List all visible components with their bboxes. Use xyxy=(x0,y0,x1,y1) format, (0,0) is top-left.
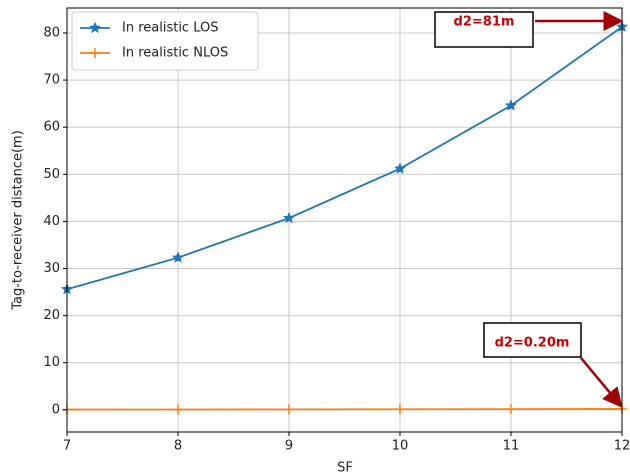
marker xyxy=(393,162,407,174)
y-tick-label: 0 xyxy=(52,402,60,417)
marker xyxy=(506,404,516,415)
y-tick-label: 30 xyxy=(43,261,60,276)
y-axis-label: Tag-to-receiver distance(m) xyxy=(11,130,26,311)
y-tick-label: 60 xyxy=(43,120,60,135)
annotation-text: d2=81m xyxy=(454,15,515,30)
x-tick-label: 10 xyxy=(392,439,409,454)
marker xyxy=(171,251,185,263)
x-tick-label: 11 xyxy=(503,439,520,454)
y-tick-label: 10 xyxy=(43,355,60,370)
marker xyxy=(284,404,294,415)
x-tick-label: 8 xyxy=(174,439,182,454)
y-tick-label: 40 xyxy=(43,214,60,229)
x-tick-label: 7 xyxy=(63,439,71,454)
x-axis-label: SF xyxy=(337,461,353,475)
annotation-text: d2=0.20m xyxy=(495,336,570,351)
marker xyxy=(505,99,517,111)
legend-label: In realistic LOS xyxy=(122,21,218,36)
y-tick-label: 80 xyxy=(43,25,60,40)
legend: In realistic LOS In realistic NLOS xyxy=(71,11,259,71)
marker xyxy=(282,211,296,224)
legend-marker xyxy=(90,48,100,58)
y-tick-label: 50 xyxy=(43,167,60,182)
legend-marker xyxy=(89,21,101,34)
marker xyxy=(173,404,183,415)
series-line xyxy=(66,408,623,411)
y-tick-label: 70 xyxy=(43,73,60,88)
x-tick-label: 12 xyxy=(614,439,630,454)
marker xyxy=(395,404,405,415)
plot-frame xyxy=(66,7,623,433)
x-tick-label: 9 xyxy=(285,439,293,454)
series-line xyxy=(66,26,623,291)
annotation: d2=81m xyxy=(434,11,624,48)
annotation: d2=0.20m xyxy=(483,322,623,408)
legend-label: In realistic NLOS xyxy=(122,46,228,61)
y-tick-label: 20 xyxy=(43,308,60,323)
